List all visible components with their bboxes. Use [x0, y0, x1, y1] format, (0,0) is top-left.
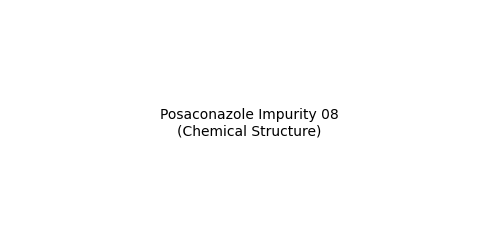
Text: Posaconazole Impurity 08
(Chemical Structure): Posaconazole Impurity 08 (Chemical Struc… — [160, 108, 339, 139]
